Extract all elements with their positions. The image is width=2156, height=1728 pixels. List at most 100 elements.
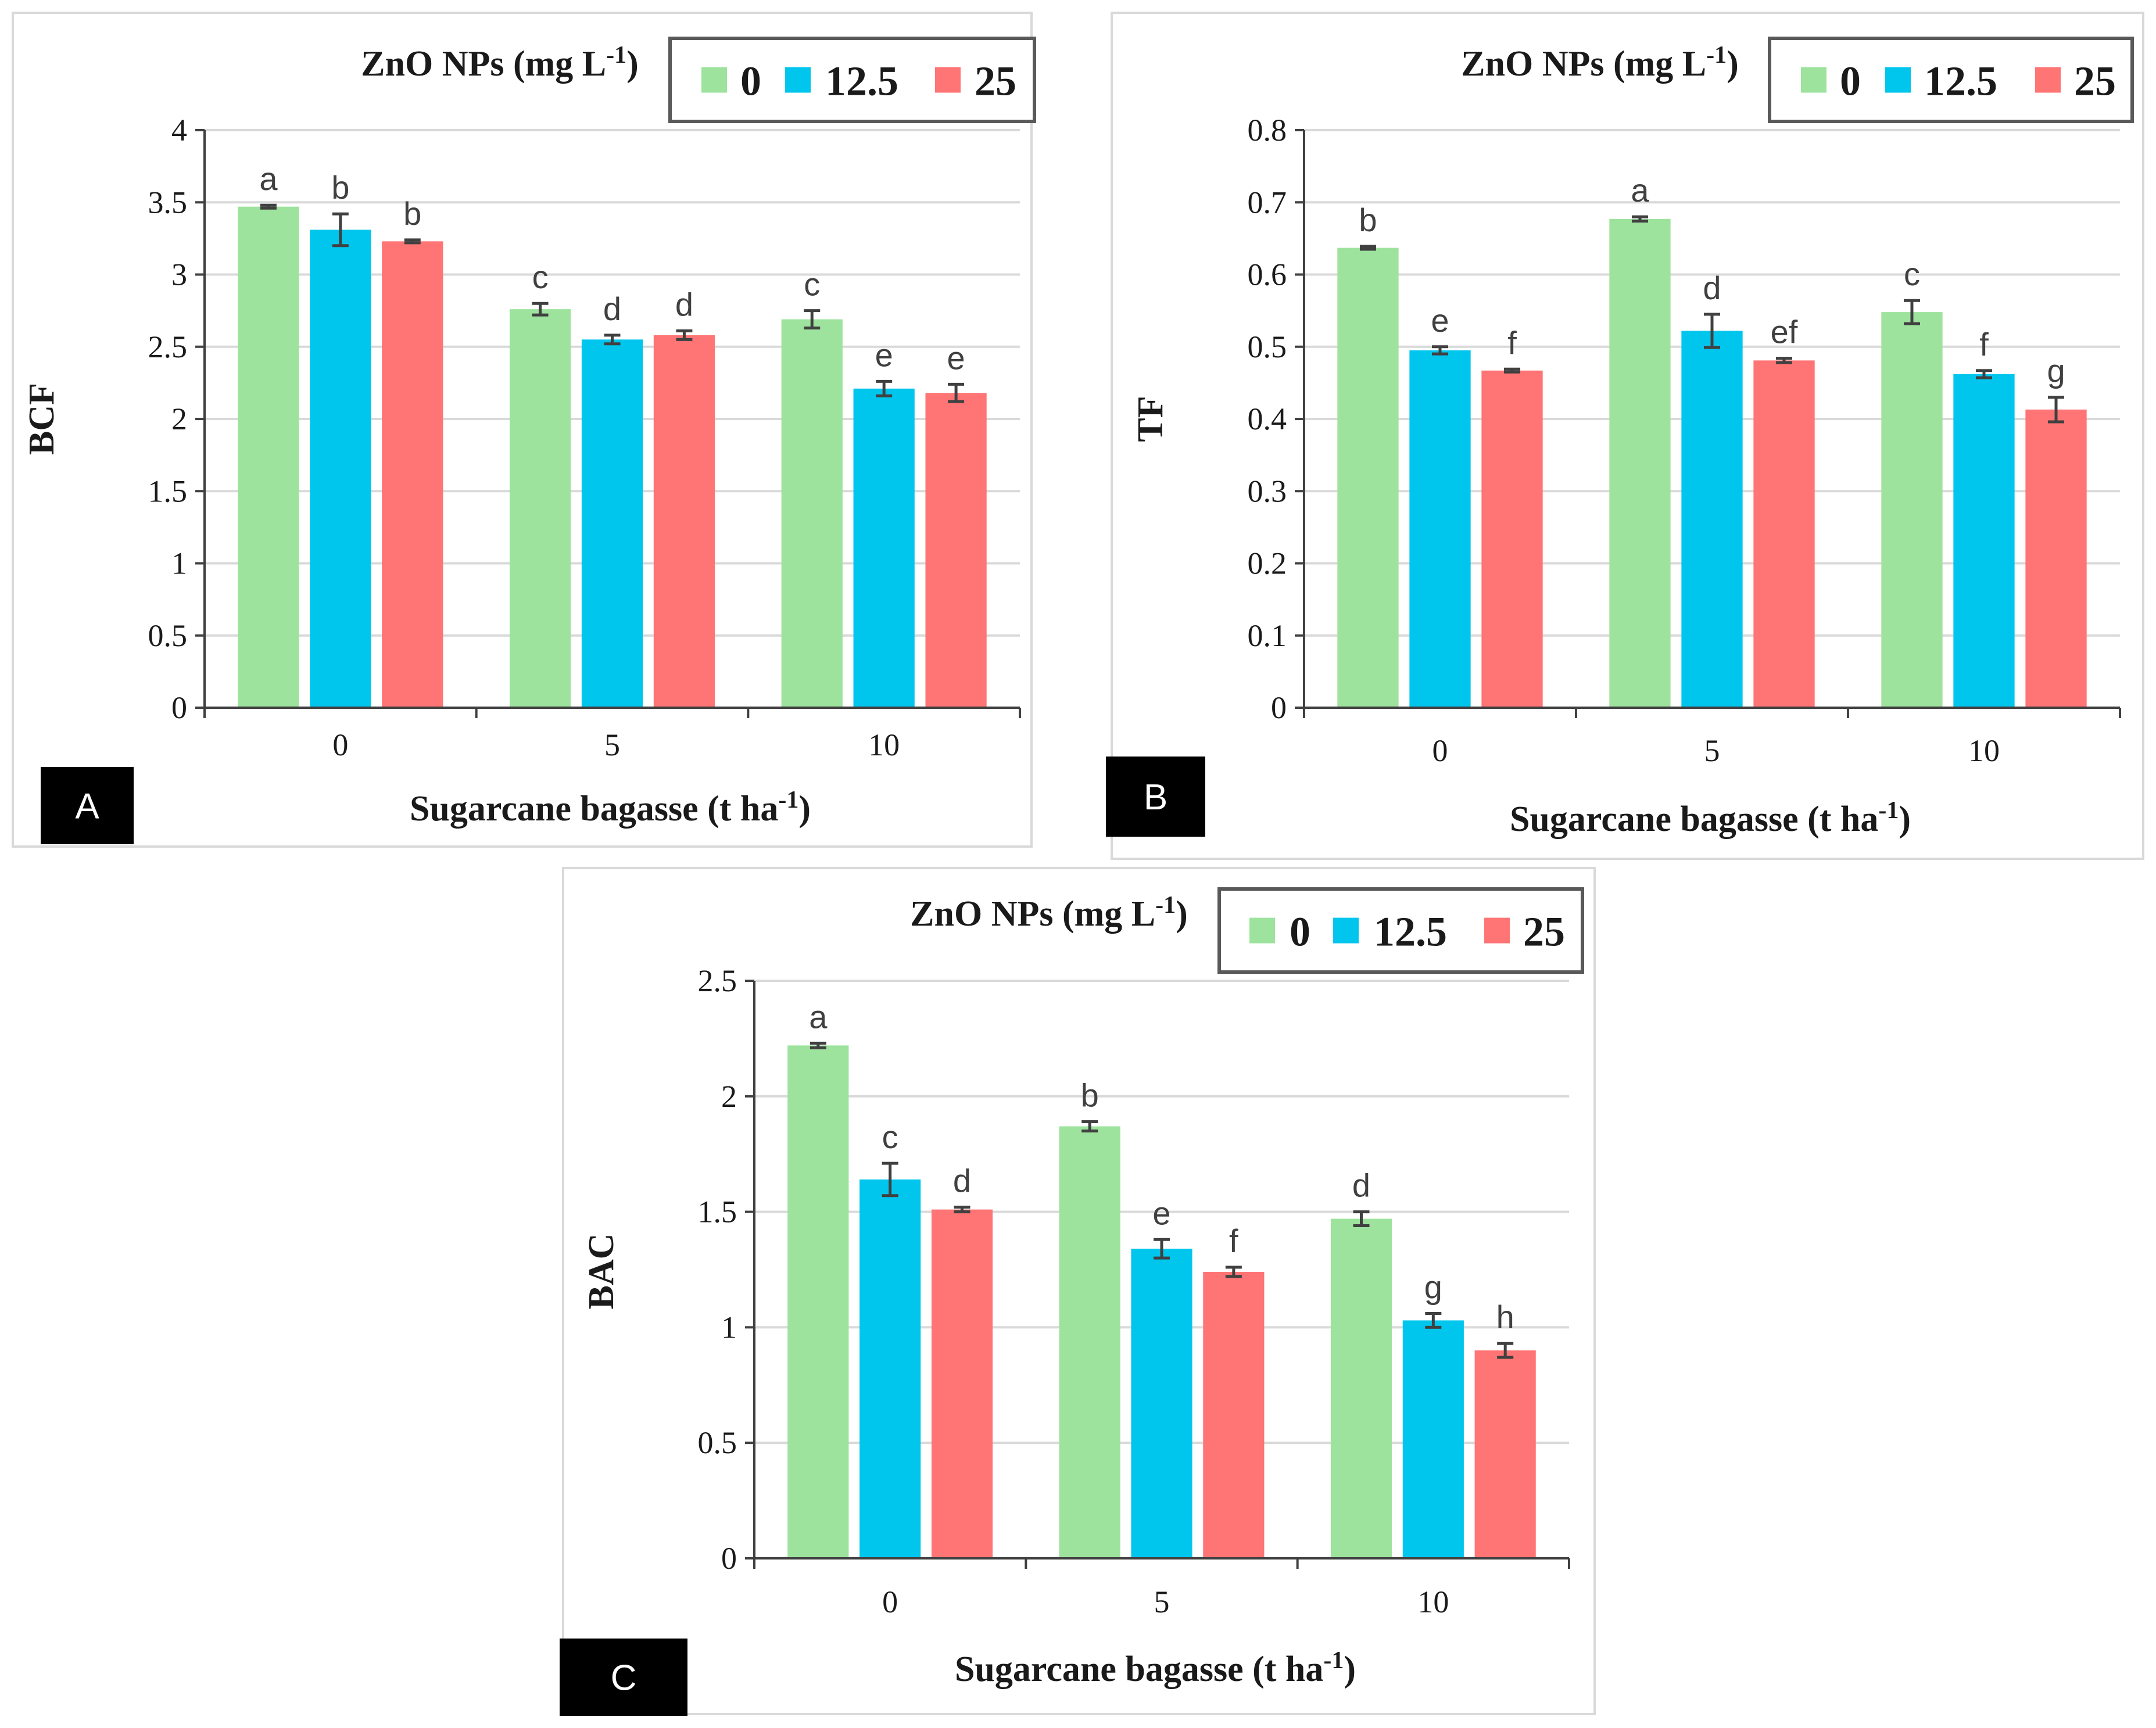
bar-25-cat-0 [1481,370,1543,708]
legend-title-main: ZnO NPs (mg L [361,44,606,84]
legend-title-end: ) [1176,894,1188,934]
significance-letter: d [1703,270,1721,306]
significance-letter: d [953,1163,971,1199]
legend-swatch-25 [2035,67,2061,93]
significance-letter: g [1424,1269,1442,1306]
bar-0-cat-0 [238,206,299,708]
significance-letter: b [1359,202,1377,238]
x-axis-title: Sugarcane bagasse (t ha-1) [1510,797,1911,839]
legend-title-main: ZnO NPs (mg L [910,894,1155,934]
significance-letter: b [1081,1077,1099,1114]
panel-tag-label: C [611,1658,637,1698]
y-tick-label: 0.8 [1248,113,1287,148]
legend-swatch-0 [1801,67,1826,93]
x-axis-title-end: ) [1344,1650,1356,1689]
legend-title-sup: -1 [606,42,626,69]
legend-label-0: 0 [740,58,761,105]
significance-letter: c [1904,256,1920,292]
bar-0-cat-5 [1609,218,1671,708]
x-axis-title-sup: -1 [778,787,798,813]
legend-swatch-12-5 [1333,917,1359,944]
x-tick-label: 0 [882,1584,898,1619]
x-tick-label: 0 [332,727,348,762]
x-axis-title-main: Sugarcane bagasse (t ha [410,789,778,829]
panel-tag [1106,757,1205,837]
legend-label-25: 25 [2074,58,2116,105]
significance-letter: h [1496,1299,1514,1335]
bar-0-cat-0 [1337,248,1399,708]
bar-12-5-cat-0 [1409,350,1471,708]
panel-tag [41,767,134,844]
legend-title: ZnO NPs (mg L-1) [361,42,639,84]
bar-12-5-cat-5 [1131,1249,1192,1558]
y-axis-title: BCF [22,383,62,455]
bar-12-5-cat-0 [859,1179,921,1558]
panel-tag [560,1639,687,1716]
bar-12-5-cat-0 [310,230,371,708]
bar-0-cat-5 [509,309,571,708]
significance-letter: a [259,160,278,197]
chart-panel-C: 0 0.5 1 1.5 2 2.5 a c d 0 b e f 5 d g h 10 BAC Sugarcane ba… [560,867,1596,1716]
legend-label-25: 25 [975,58,1016,105]
significance-letter: c [804,266,820,303]
bar-0-cat-5 [1059,1126,1120,1558]
legend-label-12-5: 12.5 [825,58,898,105]
significance-letter: f [1979,326,1989,363]
y-axis-title: BAC [582,1234,621,1310]
y-tick-label: 0.7 [1248,185,1287,220]
y-tick-label: 2 [721,1079,737,1114]
x-axis-title: Sugarcane bagasse (t ha-1) [410,787,811,829]
significance-letter: c [532,259,549,295]
y-tick-label: 0 [171,690,187,725]
legend-label-12-5: 12.5 [1374,909,1447,955]
bar-12-5-cat-10 [1402,1320,1464,1558]
significance-letter: d [603,291,621,327]
y-tick-label: 3 [171,257,187,292]
bar-12-5-cat-10 [853,388,915,708]
x-axis-title-end: ) [798,789,811,829]
significance-letter: e [947,339,965,376]
bar-25-cat-10 [1474,1350,1536,1558]
bar-12-5-cat-10 [1953,374,2015,708]
x-tick-label: 10 [1417,1584,1449,1619]
significance-letter: d [1352,1167,1370,1204]
legend-title: ZnO NPs (mg L-1) [910,892,1188,934]
x-axis-title-main: Sugarcane bagasse (t ha [955,1650,1323,1689]
bar-25-cat-5 [653,335,715,708]
bar-25-cat-5 [1753,360,1815,708]
y-tick-label: 1 [721,1310,737,1345]
legend-label-0: 0 [1840,58,1861,105]
y-tick-label: 0.2 [1248,546,1287,581]
bar-25-cat-0 [931,1209,993,1558]
x-tick-label: 5 [1704,733,1720,768]
y-tick-label: 1.5 [698,1195,737,1229]
legend-label-12-5: 12.5 [1924,58,1997,105]
x-tick-label: 5 [604,727,620,762]
y-tick-label: 0.5 [1248,329,1287,364]
x-axis-title-main: Sugarcane bagasse (t ha [1510,800,1878,839]
legend-title-end: ) [626,44,639,84]
x-axis-title: Sugarcane bagasse (t ha-1) [955,1647,1356,1689]
significance-letter: c [882,1118,898,1155]
x-axis-title-end: ) [1899,800,1911,839]
legend-title-sup: -1 [1706,42,1727,69]
legend-title-main: ZnO NPs (mg L [1461,44,1706,84]
y-tick-label: 0.6 [1248,257,1287,292]
y-tick-label: 1 [171,546,187,581]
legend-label-25: 25 [1523,909,1565,955]
x-tick-label: 10 [868,727,900,762]
bar-12-5-cat-5 [1681,331,1743,708]
bar-25-cat-10 [925,393,987,708]
x-tick-label: 0 [1432,733,1448,768]
y-tick-label: 0.1 [1248,618,1287,653]
legend-box [1768,37,2134,123]
legend-title: ZnO NPs (mg L-1) [1461,42,1739,84]
legend-box [668,37,1036,123]
significance-letter: e [1152,1195,1170,1231]
x-tick-label: 5 [1154,1584,1170,1619]
x-axis-title-sup: -1 [1878,797,1899,824]
panel-tag-label: A [75,787,99,827]
y-tick-label: 0.3 [1248,474,1287,508]
significance-letter: e [875,336,893,373]
